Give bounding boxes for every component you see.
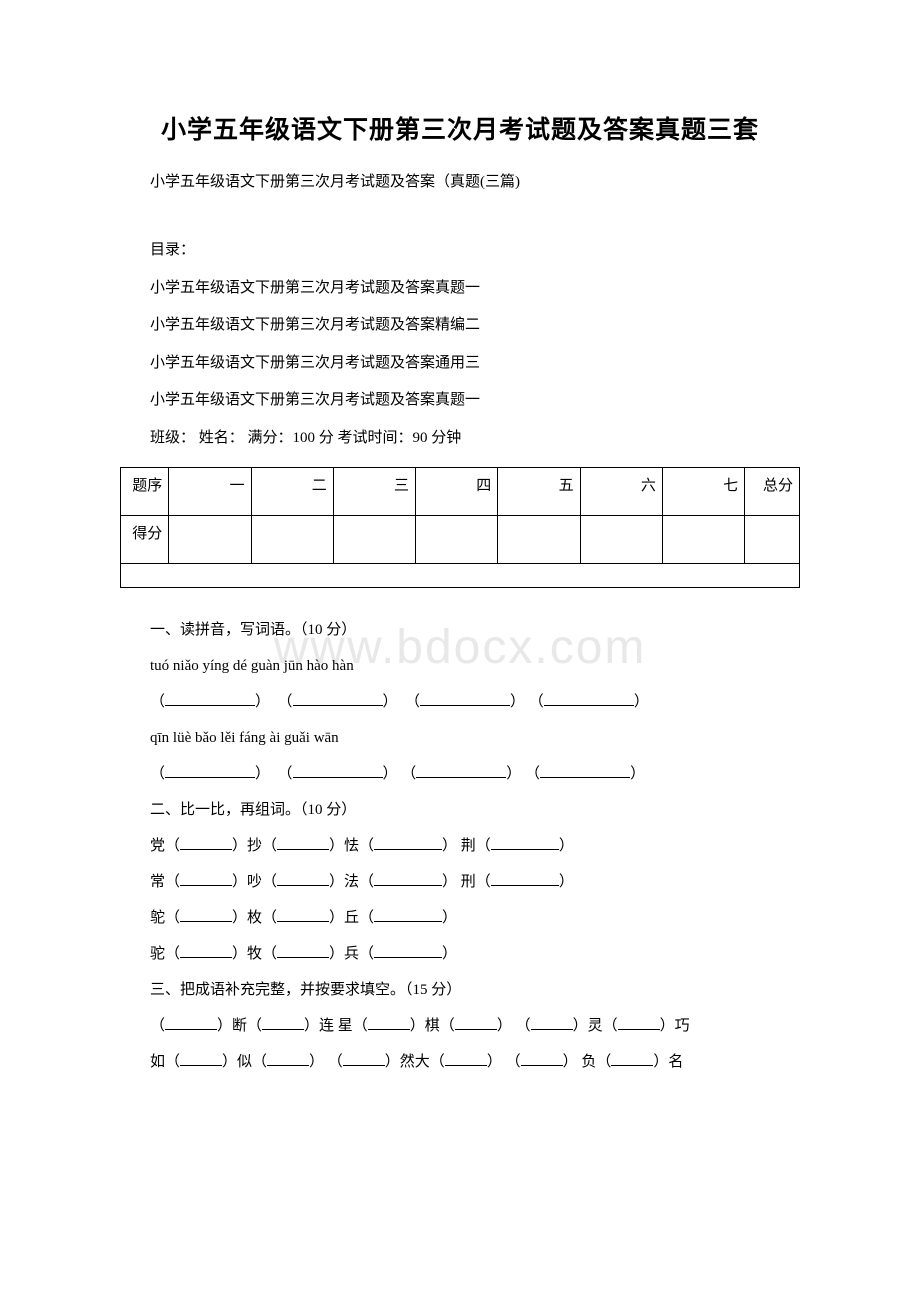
blank <box>521 1052 563 1066</box>
table-cell: 得分 <box>121 516 169 564</box>
blank <box>180 836 232 850</box>
exam-info: 班级： 姓名： 满分：100 分 考试时间：90 分钟 <box>120 420 800 458</box>
q2-line-2: 常（）吵（）法（） 刑（） <box>120 864 800 900</box>
blank <box>180 944 232 958</box>
page-title: 小学五年级语文下册第三次月考试题及答案真题三套 <box>120 110 800 146</box>
blank <box>277 908 329 922</box>
table-cell <box>121 564 800 588</box>
toc-item-3: 小学五年级语文下册第三次月考试题及答案通用三 <box>120 345 800 383</box>
q3-heading: 三、把成语补充完整，并按要求填空。（15 分） <box>120 972 800 1008</box>
blank <box>277 944 329 958</box>
table-cell: 六 <box>580 468 662 516</box>
blank <box>165 764 255 778</box>
blank <box>420 692 510 706</box>
table-row: 题序 一 二 三 四 五 六 七 总分 <box>121 468 800 516</box>
blank <box>374 908 442 922</box>
table-cell: 总分 <box>745 468 800 516</box>
table-cell <box>251 516 333 564</box>
table-cell: 二 <box>251 468 333 516</box>
blank <box>374 836 442 850</box>
table-cell <box>333 516 415 564</box>
blank <box>368 1016 410 1030</box>
toc-item-2: 小学五年级语文下册第三次月考试题及答案精编二 <box>120 307 800 345</box>
q2-line-4: 驼（）牧（）兵（） <box>120 936 800 972</box>
table-cell: 三 <box>333 468 415 516</box>
blank <box>611 1052 653 1066</box>
toc-item-4: 小学五年级语文下册第三次月考试题及答案真题一 <box>120 382 800 420</box>
table-cell <box>745 516 800 564</box>
subtitle: 小学五年级语文下册第三次月考试题及答案（真题(三篇) <box>120 170 800 194</box>
blank <box>180 908 232 922</box>
q2-line-3: 鸵（）枚（）丘（） <box>120 900 800 936</box>
q1-blanks-2: （） （） （） （） <box>120 756 800 792</box>
table-cell: 题序 <box>121 468 169 516</box>
table-cell <box>662 516 744 564</box>
blank <box>277 872 329 886</box>
table-cell: 五 <box>498 468 580 516</box>
q1-pinyin-2: qīn lüè bǎo lěi fáng ài guǎi wān <box>120 720 800 756</box>
q3-line-2: 如（）似（） （）然大（） （） 负（）名 <box>120 1044 800 1080</box>
blank <box>531 1016 573 1030</box>
blank <box>491 836 559 850</box>
blank <box>540 764 630 778</box>
table-row: 得分 <box>121 516 800 564</box>
blank <box>343 1052 385 1066</box>
table-cell <box>498 516 580 564</box>
table-cell: 四 <box>416 468 498 516</box>
blank <box>374 944 442 958</box>
table-cell <box>169 516 251 564</box>
table-row <box>121 564 800 588</box>
q2-line-1: 党（）抄（）怯（） 荆（） <box>120 828 800 864</box>
q1-blanks-1: （） （） （） （） <box>120 684 800 720</box>
blank <box>262 1016 304 1030</box>
blank <box>165 692 255 706</box>
blank <box>293 764 383 778</box>
blank <box>416 764 506 778</box>
toc-item-1: 小学五年级语文下册第三次月考试题及答案真题一 <box>120 270 800 308</box>
blank <box>277 836 329 850</box>
q1-heading: 一、读拼音，写词语。（10 分） <box>120 612 800 648</box>
blank <box>455 1016 497 1030</box>
blank <box>165 1016 217 1030</box>
q2-heading: 二、比一比，再组词。（10 分） <box>120 792 800 828</box>
document-content: 小学五年级语文下册第三次月考试题及答案真题三套 小学五年级语文下册第三次月考试题… <box>120 110 800 1080</box>
table-cell: 一 <box>169 468 251 516</box>
blank <box>374 872 442 886</box>
table-cell: 七 <box>662 468 744 516</box>
q1-pinyin-1: tuó niǎo yíng dé guàn jūn hào hàn <box>120 648 800 684</box>
q3-line-1: （）断（）连 星（）棋（） （）灵（）巧 <box>120 1008 800 1044</box>
score-table: 题序 一 二 三 四 五 六 七 总分 得分 <box>120 467 800 588</box>
blank <box>180 872 232 886</box>
blank <box>618 1016 660 1030</box>
table-cell <box>416 516 498 564</box>
blank <box>491 872 559 886</box>
blank <box>445 1052 487 1066</box>
toc-heading: 目录： <box>120 232 800 270</box>
blank <box>180 1052 222 1066</box>
blank <box>267 1052 309 1066</box>
blank <box>544 692 634 706</box>
blank <box>293 692 383 706</box>
table-cell <box>580 516 662 564</box>
